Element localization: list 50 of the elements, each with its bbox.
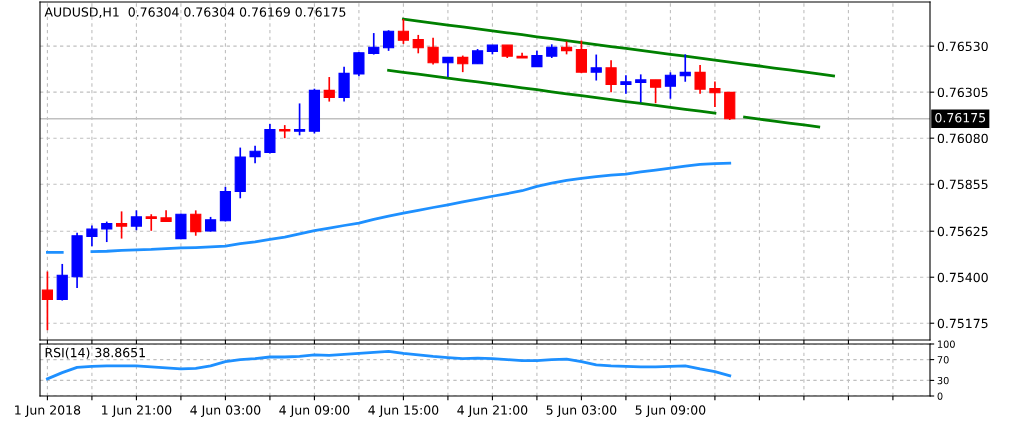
candlestick bbox=[323, 76, 335, 103]
candlestick bbox=[86, 224, 98, 248]
candlestick bbox=[649, 79, 662, 105]
y-tick-label: 0.75855 bbox=[937, 179, 988, 190]
y-tick-label: 0.75175 bbox=[937, 318, 988, 329]
y-tick-label: 30 bbox=[937, 376, 949, 385]
candlestick bbox=[664, 71, 677, 100]
candlestick bbox=[130, 209, 143, 232]
x-tick-label: 4 Jun 03:00 bbox=[190, 405, 261, 418]
line-series bbox=[402, 17, 835, 78]
y-tick-label: 0.76305 bbox=[937, 87, 988, 98]
line-series bbox=[46, 349, 732, 381]
x-tick-label: 1 Jun 21:00 bbox=[102, 405, 172, 418]
candlestick bbox=[590, 53, 602, 82]
candlestick bbox=[190, 209, 202, 237]
candlestick bbox=[620, 74, 632, 95]
candlestick bbox=[575, 39, 588, 74]
x-tick-label: 1 Jun 2018 bbox=[15, 405, 81, 418]
candlestick bbox=[709, 80, 721, 108]
y-tick-label: 0.76080 bbox=[937, 133, 988, 144]
candlestick bbox=[368, 32, 380, 56]
candlestick bbox=[145, 213, 157, 232]
candlestick bbox=[115, 210, 128, 240]
y-tick-label: 0.76530 bbox=[937, 41, 988, 52]
y-tick-label: 0 bbox=[937, 392, 943, 400]
chart-title: RSI(14) 38.8651 bbox=[45, 347, 145, 359]
candlestick bbox=[635, 73, 647, 104]
candlestick bbox=[397, 18, 410, 45]
x-tick-label: 4 Jun 15:00 bbox=[368, 405, 439, 418]
candlestick bbox=[412, 34, 424, 55]
candlestick bbox=[41, 270, 54, 332]
x-tick-label: 4 Jun 09:00 bbox=[279, 405, 350, 418]
y-tick-label: 0.75400 bbox=[937, 272, 988, 283]
candlestick bbox=[442, 56, 454, 78]
x-tick-label: 5 Jun 09:00 bbox=[635, 405, 706, 418]
y-tick-label: 100 bbox=[938, 340, 955, 348]
ref-line-label: 0.76175 bbox=[935, 112, 986, 123]
candlestick bbox=[353, 51, 365, 78]
y-tick-label: 0.75625 bbox=[937, 226, 988, 237]
x-tick-label: 4 Jun 21:00 bbox=[457, 405, 528, 418]
y-tick-label: 70 bbox=[937, 356, 949, 364]
candlestick bbox=[694, 64, 706, 95]
candlestick bbox=[264, 123, 276, 155]
candlestick bbox=[101, 220, 113, 243]
candlestick bbox=[427, 36, 439, 66]
candlestick bbox=[382, 29, 395, 52]
chart-title: AUDUSD,H1 0.76304 0.76304 0.76169 0.76175 bbox=[44, 7, 346, 19]
candlestick bbox=[605, 59, 617, 94]
x-tick-label: 5 Jun 03:00 bbox=[546, 405, 617, 418]
candlestick bbox=[293, 102, 306, 137]
